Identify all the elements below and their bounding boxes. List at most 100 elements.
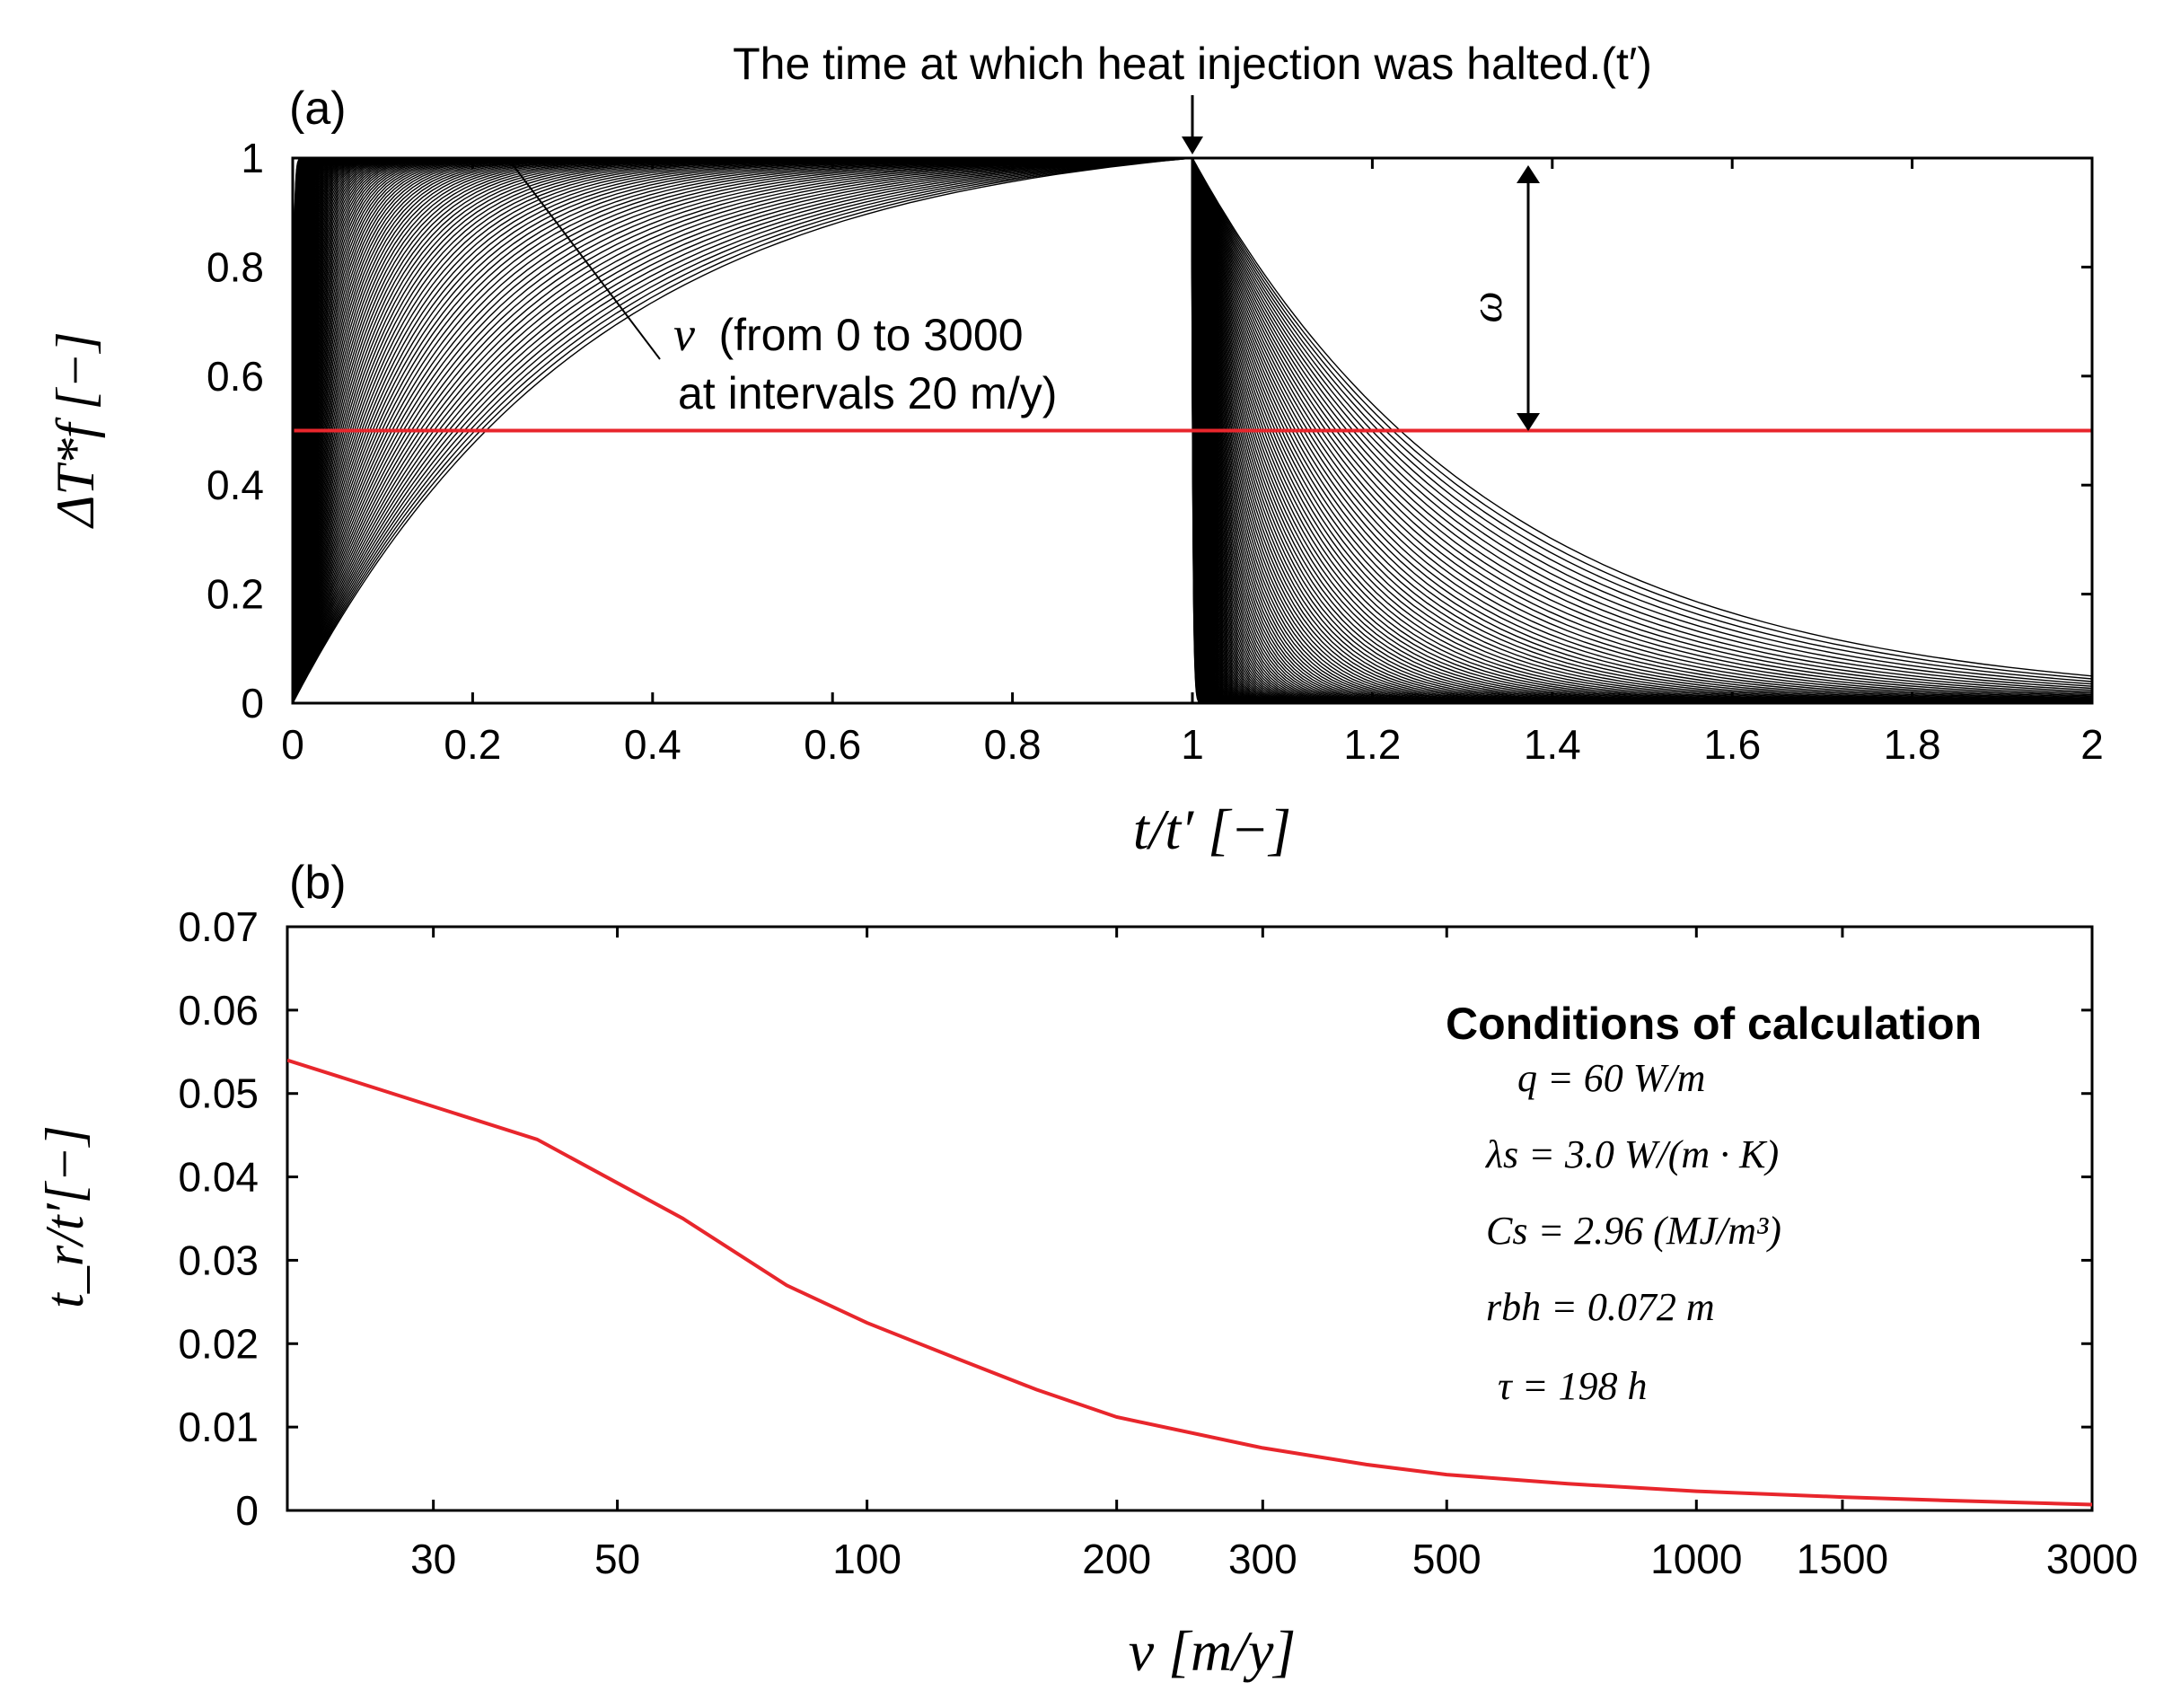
panel-a-curve [293,158,2092,703]
panel-a-curve [293,158,2092,703]
panel-a-xtick-label: 0 [281,721,304,768]
panel-a-curve [293,158,2092,703]
panel-a-curve [293,158,2092,703]
panel-a-curve [293,158,2092,703]
panel-a-curve [293,158,2092,703]
panel-a-curve [293,158,2092,703]
conditions-box: Conditions of calculation q = 60 W/m λs … [1446,999,1982,1408]
conditions-heading: Conditions of calculation [1446,999,1982,1049]
panel-b-xtick-label: 30 [410,1536,456,1582]
panel-a-ytick-label: 0.2 [207,571,264,618]
panel-b-ylabel: t_r/t′[−] [35,1125,94,1308]
panel-a-curve [293,158,2092,703]
panel-a-curve [293,158,2092,703]
panel-a-curve [293,158,2092,703]
panel-a-curve [293,158,2092,703]
panel-a-curve [293,158,2092,703]
panel-a-curve [293,158,2092,703]
panel-a-ticks: 0 0.2 0.4 0.6 0.8 1 1.2 1.4 1.6 1.8 2 0 0.2 0.4 0.6 0.8… [207,135,2104,768]
panel-b-xtick-label: 100 [832,1536,901,1582]
panel-a-curve [293,158,2092,703]
panel-a-xtick-label: 0.8 [984,721,1042,768]
panel-b-ytick-label: 0.05 [178,1070,259,1117]
panel-a-curve [293,158,2092,703]
v-range-text: (from 0 to 3000 [718,310,1023,360]
panel-a-curve [293,158,2092,703]
panel-b: (b) 30 50 100 200 300 500 1000 1500 3000 0 0.01 0.0… [35,857,2138,1683]
panel-a-curve [293,158,2092,703]
v-annotation-line2: at intervals 20 m/y) [678,368,1057,418]
panel-a-curve [293,158,2092,703]
panel-a-curve [293,158,2092,703]
panel-a-curve [293,158,2092,703]
panel-a-curve [293,158,2092,703]
panel-a-xtick-label: 1.6 [1703,721,1761,768]
panel-a-curve [293,158,2092,703]
panel-b-ytick-label: 0.04 [178,1154,259,1201]
panel-b-label: (b) [289,857,347,909]
panel-a: (a) The time at which heat injection was… [46,39,2104,861]
panel-a-ylabel: ΔT*f [−] [46,331,105,528]
panel-a-curve [293,158,2092,703]
panel-b-ytick-label: 0.01 [178,1404,259,1450]
panel-b-ytick-label: 0.02 [178,1320,259,1367]
v-symbol: v [673,307,695,361]
panel-a-ytick-label: 0 [241,680,264,726]
panel-b-xtick-label: 1000 [1650,1536,1742,1582]
panel-a-ytick-label: 1 [241,135,264,181]
panel-a-curve [293,158,2092,703]
panel-a-xlabel: t/t′ [−] [1133,797,1291,861]
panel-b-xtick-label: 500 [1412,1536,1482,1582]
panel-a-curve [293,158,2092,703]
panel-b-ytick-label: 0.07 [178,903,259,950]
panel-a-curve [293,158,2092,703]
panel-a-xtick-label: 1 [1181,721,1204,768]
omega-arrow-top [1517,165,1540,183]
panel-a-xtick-label: 0.2 [444,721,501,768]
panel-a-curve [293,158,2092,703]
condition-tau: τ = 198 h [1498,1364,1647,1408]
halt-arrow-head [1182,136,1203,154]
panel-a-curve [293,158,2092,703]
panel-a-curve [293,158,2092,703]
panel-b-label-text: (b) [289,857,347,909]
panel-a-curve [293,158,2092,703]
panel-a-curve [293,158,2092,703]
panel-a-curve [293,158,2092,703]
panel-a-curve [293,158,2092,703]
panel-a-label-text: (a) [289,83,347,135]
omega-label: ω [1461,291,1511,322]
panel-a-curve [293,158,2092,703]
panel-a-curve [293,158,2092,703]
tr-curve [287,1058,2092,1507]
panel-a-curve [293,158,2092,703]
panel-a-xtick-label: 1.4 [1524,721,1581,768]
panel-b-xtick-label: 50 [594,1536,640,1582]
v-annotation-leader [511,163,661,360]
panel-a-curve [293,158,2092,703]
omega-arrow-bottom [1517,413,1540,431]
panel-a-curve [293,158,2092,703]
panel-a-curve [293,158,2092,703]
panel-b-xtick-label: 1500 [1797,1536,1888,1582]
panel-a-curve [293,158,2092,703]
panel-a-xtick-label: 1.8 [1884,721,1941,768]
panel-a-ytick-label: 0.6 [207,353,264,400]
panel-a-curve [293,158,2092,703]
panel-a-curve [293,158,2092,703]
condition-cs: Cs = 2.96 (MJ/m³) [1486,1209,1781,1253]
panel-a-curve [293,158,2092,703]
condition-q: q = 60 W/m [1517,1056,1705,1100]
condition-lambda: λs = 3.0 W/(m · K) [1484,1132,1779,1176]
panel-a-ytick-label: 0.4 [207,462,264,508]
panel-b-xtick-label: 3000 [2046,1536,2138,1582]
panel-a-xtick-label: 2 [2080,721,2104,768]
panel-a-xlabel-text: t/t′ [−] [1133,797,1291,861]
panel-a-curve [293,158,2092,703]
panel-b-frame [286,925,2094,1512]
panel-a-curve [293,158,2092,703]
panel-a-curve [293,158,2092,703]
panel-b-xlabel: v [m/y] [1129,1619,1297,1683]
panel-a-ylabel-text: ΔT*f [−] [46,331,105,528]
